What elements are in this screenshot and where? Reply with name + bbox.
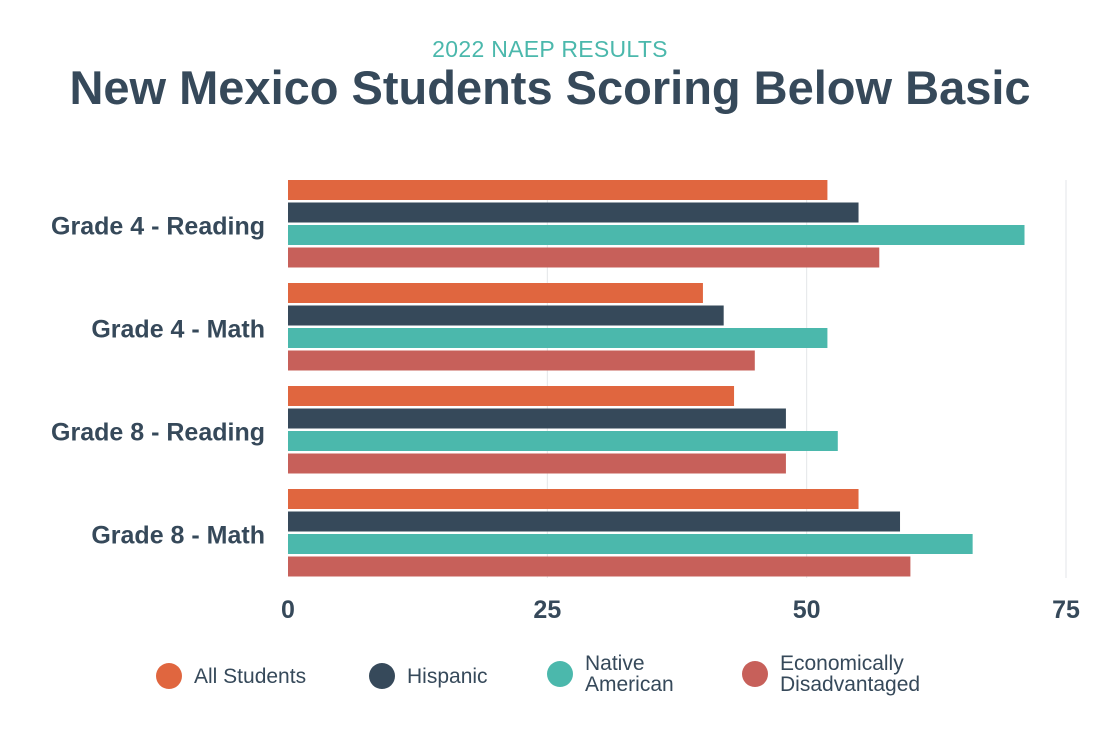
legend-item-hispanic: Hispanic <box>369 663 488 689</box>
bar-grade-4-math-native-american <box>288 328 828 348</box>
bar-grade-4-reading-all-students <box>288 180 828 200</box>
chart-subtitle: 2022 NAEP RESULTS <box>432 36 668 62</box>
legend-label-native-american: Native American <box>585 652 674 696</box>
legend-label-all-students: All Students <box>194 664 307 688</box>
category-label-grade-8-math: Grade 8 - Math <box>91 522 265 550</box>
bar-grade-8-reading-all-students <box>288 386 735 406</box>
legend-item-economically-disadvantaged: Economically Disadvantaged <box>742 653 920 695</box>
bar-grade-4-math-economically-disadvantaged <box>288 350 755 371</box>
x-tick-label-50: 50 <box>793 596 821 624</box>
bar-grade-8-reading-economically-disadvantaged <box>288 453 786 474</box>
category-label-grade-4-reading: Grade 4 - Reading <box>51 213 265 241</box>
bar-grade-4-reading-native-american <box>288 225 1025 245</box>
bar-grade-8-math-hispanic <box>288 511 901 532</box>
bar-grade-4-reading-economically-disadvantaged <box>288 247 880 268</box>
legend-swatch-native-american <box>547 661 573 687</box>
bar-grade-8-reading-hispanic <box>288 408 786 429</box>
chart-title: New Mexico Students Scoring Below Basic <box>69 61 1031 114</box>
bar-grade-4-math-hispanic <box>288 305 724 326</box>
bar-grade-4-reading-hispanic <box>288 202 859 223</box>
x-tick-label-75: 75 <box>1052 596 1080 624</box>
bar-grade-8-math-native-american <box>288 534 973 554</box>
category-label-grade-8-reading: Grade 8 - Reading <box>51 419 265 447</box>
legend-label-hispanic: Hispanic <box>407 664 488 688</box>
chart-plot-area: Grade 4 - Reading Grade 4 - Math Grade 8 -… <box>51 180 1080 624</box>
bar-grade-8-math-all-students <box>288 489 859 509</box>
legend-label-economically-disadvantaged: Economically Disadvantaged <box>780 652 921 696</box>
bar-grade-8-reading-native-american <box>288 431 838 451</box>
x-tick-label-25: 25 <box>533 596 561 624</box>
bar-grade-8-math-economically-disadvantaged <box>288 556 911 577</box>
bar-grade-4-math-all-students <box>288 283 703 303</box>
legend-item-all-students: All Students <box>156 663 306 689</box>
category-label-grade-4-math: Grade 4 - Math <box>91 316 265 344</box>
legend-swatch-economically-disadvantaged <box>742 661 768 687</box>
legend-swatch-all-students <box>156 663 182 689</box>
legend-swatch-hispanic <box>369 663 395 689</box>
legend-item-native-american: Native American <box>547 653 674 695</box>
chart-legend: All Students Hispanic Native American Ec… <box>0 648 1100 708</box>
x-tick-label-0: 0 <box>281 596 295 624</box>
